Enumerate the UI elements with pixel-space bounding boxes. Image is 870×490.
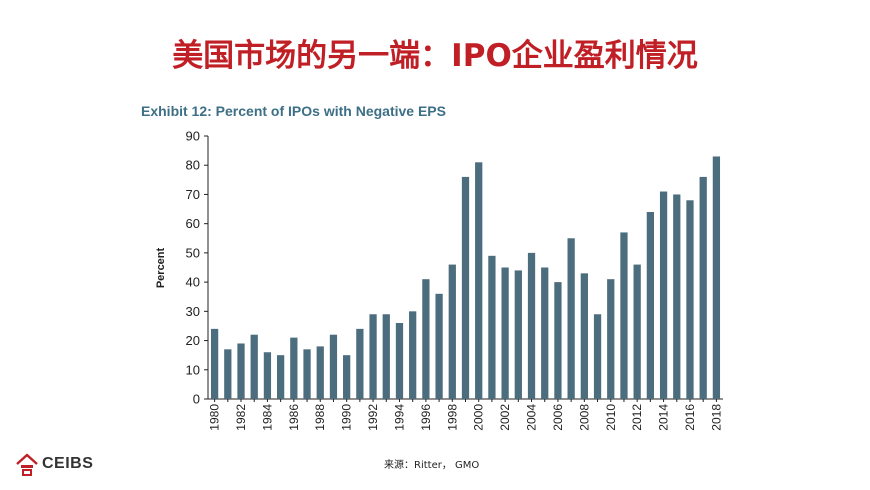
x-tick-label: 2016 (683, 404, 697, 431)
bar-2017 (699, 176, 707, 399)
y-tick-label: 60 (186, 216, 200, 231)
x-tick-label: 1980 (208, 404, 222, 431)
bar-2012 (633, 264, 641, 399)
x-tick-label: 1992 (366, 404, 380, 431)
bar-2003 (514, 270, 522, 399)
bar-1995 (409, 311, 417, 399)
bars (210, 156, 721, 399)
y-tick-label: 90 (186, 129, 200, 144)
bar-2011 (620, 232, 628, 399)
x-tick-label: 2018 (709, 404, 723, 431)
bar-1986 (290, 337, 298, 399)
bar-2004 (527, 252, 536, 399)
x-tick-label: 2006 (551, 404, 565, 431)
x-tick-label: 1982 (234, 404, 248, 431)
bar-1989 (329, 334, 338, 399)
slide-title: 美国市场的另一端：IPO企业盈利情况 (172, 38, 698, 74)
y-tick-label: 80 (186, 158, 200, 173)
bar-2006 (554, 282, 562, 399)
bar-1997 (435, 293, 443, 399)
bar-1996 (422, 279, 430, 399)
bar-1981 (224, 349, 232, 399)
bar-2016 (686, 200, 694, 399)
x-tick-label: 1994 (392, 404, 406, 431)
bar-1984 (263, 352, 272, 399)
bar-1998 (448, 264, 456, 399)
bar-1991 (356, 328, 364, 399)
x-tick-label: 1984 (260, 404, 274, 431)
x-tick-label: 2012 (630, 404, 644, 431)
x-tick-label: 2008 (577, 404, 591, 431)
bar-2000 (475, 162, 483, 399)
bar-1985 (276, 355, 285, 399)
y-tick-label: 10 (186, 362, 200, 377)
x-tick-label: 2002 (498, 404, 512, 431)
bar-1994 (395, 323, 404, 399)
bar-2005 (541, 267, 549, 399)
bar-1982 (237, 343, 245, 399)
bar-2008 (580, 273, 588, 399)
y-axis: 0 10 20 30 40 50 60 70 80 90 (186, 129, 209, 407)
bar-2001 (488, 255, 496, 399)
bar-1993 (382, 314, 390, 399)
x-tick-label: 2000 (472, 404, 486, 431)
x-tick-label: 1988 (313, 404, 327, 431)
x-tick-label: 2014 (657, 404, 671, 431)
x-tick-label: 2010 (604, 404, 618, 431)
bar-2014 (659, 191, 668, 399)
bar-2013 (646, 211, 655, 399)
bar-1987 (303, 349, 311, 399)
y-tick-label: 70 (186, 187, 200, 202)
logo-text: CEIBS (42, 455, 94, 472)
ceibs-logo-icon (16, 453, 38, 476)
chart-title: Exhibit 12: Percent of IPOs with Negativ… (141, 103, 446, 119)
x-tick-label: 1990 (340, 404, 354, 431)
y-tick-label: 40 (186, 275, 200, 290)
source-note: 来源：Ritter， GMO (384, 460, 480, 471)
bar-1983 (250, 334, 258, 399)
ceibs-logo: CEIBS (15, 450, 93, 478)
bar-2002 (501, 267, 509, 399)
bar-1990 (343, 355, 351, 399)
bar-1992 (369, 314, 377, 399)
x-axis: 1980 1982 1984 1986 1988 1990 1992 1994 1996 1998… (208, 398, 723, 431)
y-axis-label: Percent (155, 247, 167, 288)
bar-2007 (567, 238, 575, 399)
x-tick-label: 1996 (419, 404, 433, 431)
bar-2009 (593, 314, 602, 399)
x-tick-label: 1998 (445, 404, 459, 431)
bar-1988 (316, 346, 324, 399)
bar-1980 (210, 328, 219, 399)
y-tick-label: 20 (186, 333, 200, 348)
bar-2015 (673, 194, 681, 399)
y-tick-label: 0 (193, 392, 200, 407)
bar-2010 (607, 279, 615, 399)
x-tick-label: 2004 (525, 404, 539, 431)
bar-2018 (712, 156, 721, 399)
bar-1999 (461, 176, 470, 399)
x-tick-label: 1986 (287, 404, 301, 431)
y-tick-label: 30 (186, 304, 200, 319)
y-tick-label: 50 (186, 245, 200, 260)
